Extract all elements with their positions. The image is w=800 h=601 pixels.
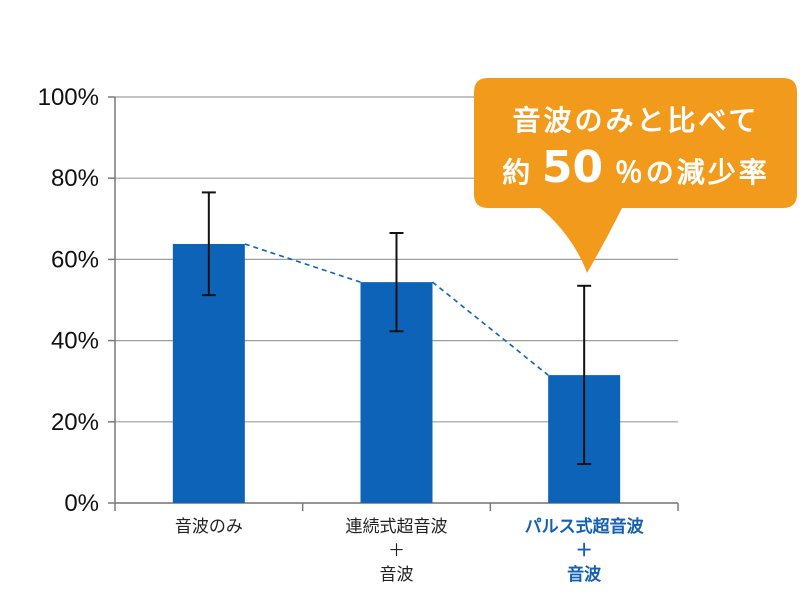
- callout-line1: 音波のみと比べて: [513, 104, 760, 137]
- x-category-label: 連続式超音波: [346, 517, 448, 537]
- y-tick-label: 20%: [51, 409, 99, 436]
- x-category-label: 音波: [380, 565, 414, 585]
- x-category-label: パルス式超音波: [525, 516, 645, 537]
- y-tick-label: 0%: [64, 490, 99, 517]
- y-tick-label: 100%: [38, 84, 99, 111]
- labels: 0% 20% 40% 60% 80% 100% 音波のみ 連続式超音波 ＋ 音波 パルス式超音波 ＋ 音…: [38, 84, 645, 585]
- trend-segment: [244, 243, 361, 283]
- callout-number: 50: [542, 142, 603, 193]
- y-tick-label: 40%: [51, 328, 99, 355]
- trend-line: [244, 243, 549, 376]
- callout-line2: 約 50 ％の減少率: [502, 142, 769, 193]
- error-bars: [201, 191, 592, 466]
- callout-shape: [474, 78, 797, 273]
- bars: [172, 243, 621, 504]
- x-category-label: 音波: [567, 564, 602, 585]
- x-category-label: ＋: [388, 541, 405, 561]
- x-category-label: 音波のみ: [175, 517, 243, 537]
- x-category-label: ＋: [576, 541, 593, 561]
- y-tick-label: 80%: [51, 165, 99, 192]
- callout-suffix: ％の減少率: [615, 156, 770, 189]
- y-tick-label: 60%: [51, 246, 99, 273]
- trend-segment: [431, 281, 549, 376]
- callout-prefix: 約: [502, 156, 530, 189]
- callout-bubble: 音波のみと比べて 約 50 ％の減少率: [474, 78, 797, 273]
